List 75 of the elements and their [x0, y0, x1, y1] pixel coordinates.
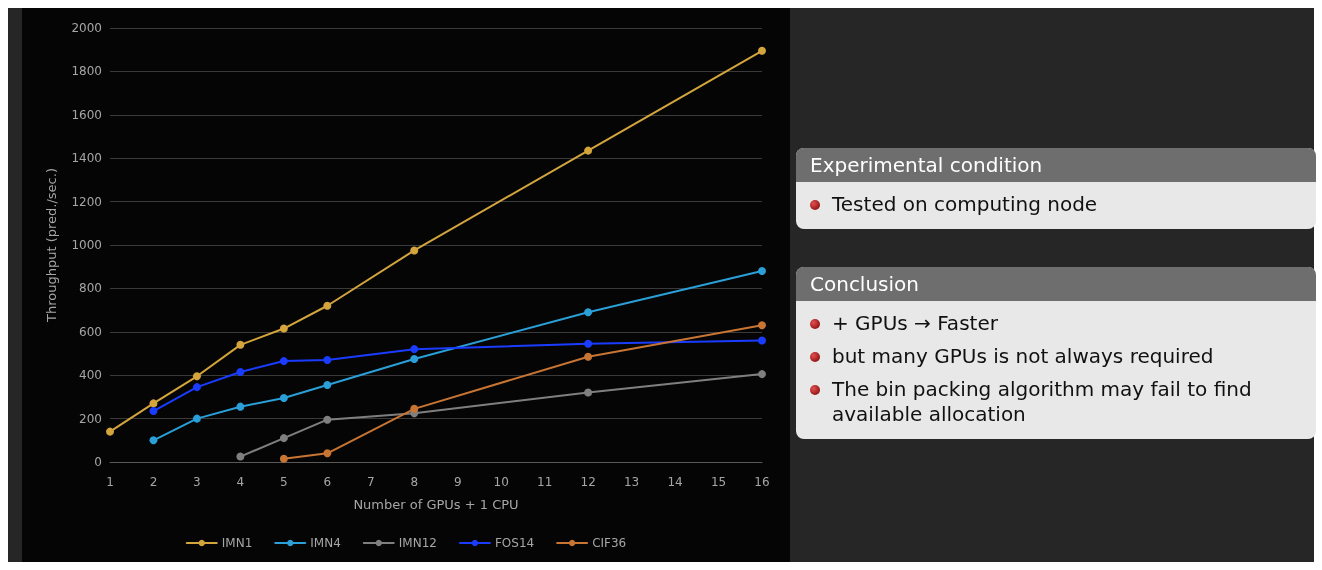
x-tick-label: 6: [323, 475, 332, 489]
x-tick-label: 2: [149, 475, 158, 489]
point: [279, 357, 288, 366]
point: [584, 339, 593, 348]
point: [758, 267, 766, 276]
point: [236, 367, 245, 376]
x-tick-label: 16: [754, 475, 770, 489]
point: [584, 308, 593, 317]
text: Experimental condition: [796, 148, 1316, 182]
point: [279, 324, 288, 333]
y-tick-label: 1200: [71, 194, 102, 209]
point: [192, 414, 201, 423]
point: [236, 402, 245, 411]
x-tick-label: 10: [493, 475, 509, 489]
x-tick-label: 1: [106, 475, 114, 489]
point: [758, 370, 766, 379]
y-tick-label: 0: [94, 455, 102, 469]
x-tick-label: 7: [366, 475, 375, 489]
point: [236, 340, 245, 349]
y-tick-label: 1000: [71, 238, 102, 252]
point: [279, 434, 288, 443]
point: [410, 404, 419, 413]
y-tick-label: 1400: [71, 151, 102, 166]
text: The bin packing algorithm may fail to find available allocation: [832, 377, 1252, 426]
point: [584, 352, 593, 361]
point: [584, 388, 593, 397]
point: [323, 301, 332, 310]
point: [149, 399, 158, 408]
y-tick-label: 1600: [71, 107, 102, 122]
point: [584, 146, 593, 155]
point: [323, 449, 332, 458]
y-tick-label: 600: [79, 324, 102, 339]
point: [149, 436, 158, 445]
x-tick-label: 14: [667, 475, 683, 489]
y-tick-label: 400: [79, 368, 102, 383]
point: [410, 246, 419, 255]
point: [106, 427, 114, 436]
x-tick-label: 13: [623, 475, 640, 489]
legend-label: FOS14: [494, 536, 535, 550]
point: [758, 46, 766, 55]
y-tick-label: 2000: [71, 21, 102, 35]
text: + GPUs → Faster: [832, 311, 998, 335]
point: [323, 380, 332, 389]
x-tick-label: 15: [710, 475, 727, 489]
legend-label: IMN12: [398, 536, 437, 550]
point: [192, 383, 201, 392]
text: but many GPUs is not always required: [832, 344, 1214, 368]
point: [758, 336, 766, 345]
x-tick-label: 8: [410, 475, 419, 489]
point: [323, 415, 332, 424]
point: [323, 356, 332, 365]
legend-label: IMN4: [310, 536, 341, 550]
x-tick-label: 12: [580, 475, 596, 489]
x-tick-label: 5: [280, 475, 288, 489]
x-tick-label: 11: [537, 475, 553, 489]
text: Tested on computing node: [832, 192, 1098, 216]
y-tick-label: 200: [79, 411, 102, 426]
x-tick-label: 9: [453, 475, 462, 489]
point: [410, 345, 419, 354]
text: Conclusion: [796, 267, 1316, 301]
x-axis-title: Number of GPUs + 1 CPU: [353, 497, 519, 512]
legend-label: IMN1: [221, 536, 253, 550]
point: [192, 372, 201, 381]
point: [279, 393, 288, 402]
x-tick-label: 3: [193, 475, 201, 489]
point: [758, 321, 766, 330]
point: [279, 454, 288, 463]
x-tick-label: 4: [236, 475, 245, 489]
legend-label: CIF36: [592, 536, 627, 550]
y-axis-title: Throughput (pred./sec.): [44, 168, 59, 323]
y-tick-label: 1800: [71, 64, 102, 79]
point: [149, 407, 158, 415]
point: [236, 452, 245, 461]
y-tick-label: 800: [79, 281, 102, 296]
point: [410, 354, 419, 363]
